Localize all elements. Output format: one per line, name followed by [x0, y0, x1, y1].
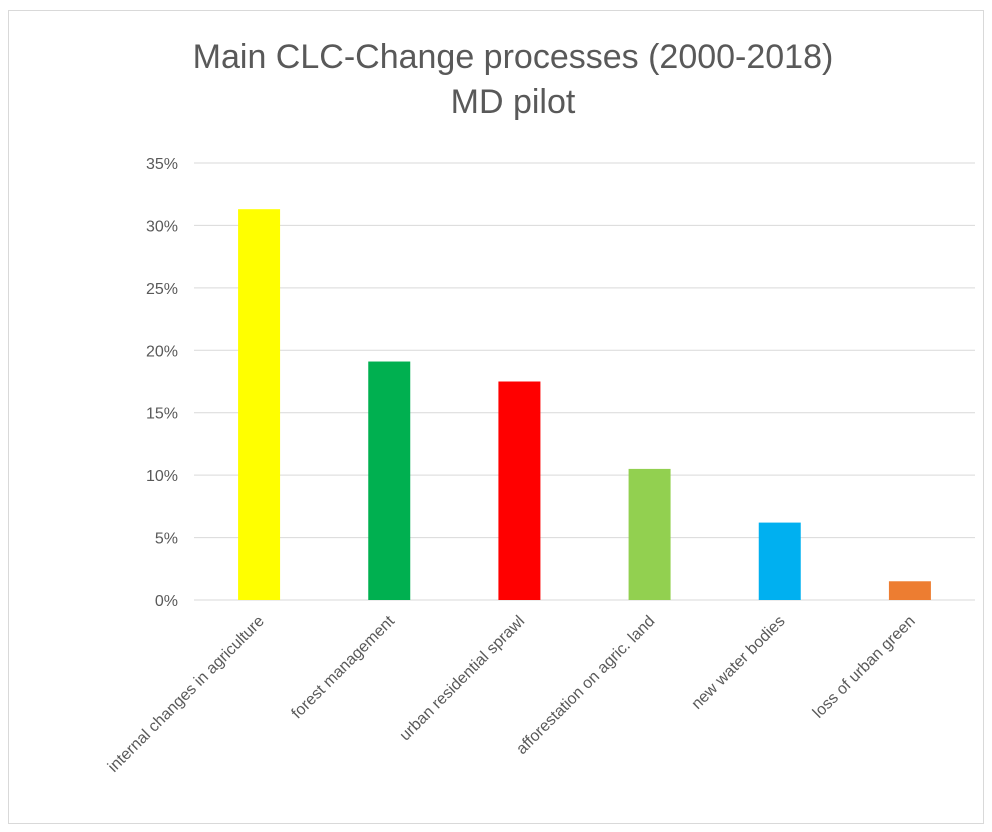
- bar: [238, 209, 281, 600]
- x-axis-labels: internal changes in agriculture forest ma…: [105, 612, 919, 775]
- y-tick-label: 10%: [146, 468, 178, 485]
- bar: [888, 581, 931, 600]
- bar: [758, 522, 801, 600]
- chart-frame: [8, 10, 984, 824]
- y-tick-label: 35%: [146, 156, 178, 173]
- x-category-label: afforestation on agric. land: [513, 613, 658, 758]
- y-tick-label: 0%: [155, 593, 178, 610]
- y-tick-label: 20%: [146, 343, 178, 360]
- x-category-label: urban residential sprawl: [397, 613, 529, 745]
- bar: [628, 468, 671, 600]
- x-category-label: loss of urban green: [810, 613, 919, 722]
- chart-subtitle: MD pilot: [451, 83, 576, 121]
- x-category-label: internal changes in agriculture: [105, 613, 268, 776]
- y-tick-label: 25%: [146, 281, 178, 298]
- bar: [368, 361, 411, 600]
- x-category-label: forest management: [289, 612, 399, 722]
- y-tick-label: 15%: [146, 406, 178, 423]
- bars: [238, 209, 931, 600]
- gridlines: [194, 162, 975, 601]
- y-axis-ticks: 0% 5% 10% 15% 20% 25% 30% 35%: [146, 156, 178, 610]
- chart-title: Main CLC-Change processes (2000-2018): [193, 38, 834, 76]
- y-tick-label: 30%: [146, 218, 178, 235]
- bar: [498, 381, 541, 600]
- y-tick-label: 5%: [155, 531, 178, 548]
- x-category-label: new water bodies: [689, 613, 789, 713]
